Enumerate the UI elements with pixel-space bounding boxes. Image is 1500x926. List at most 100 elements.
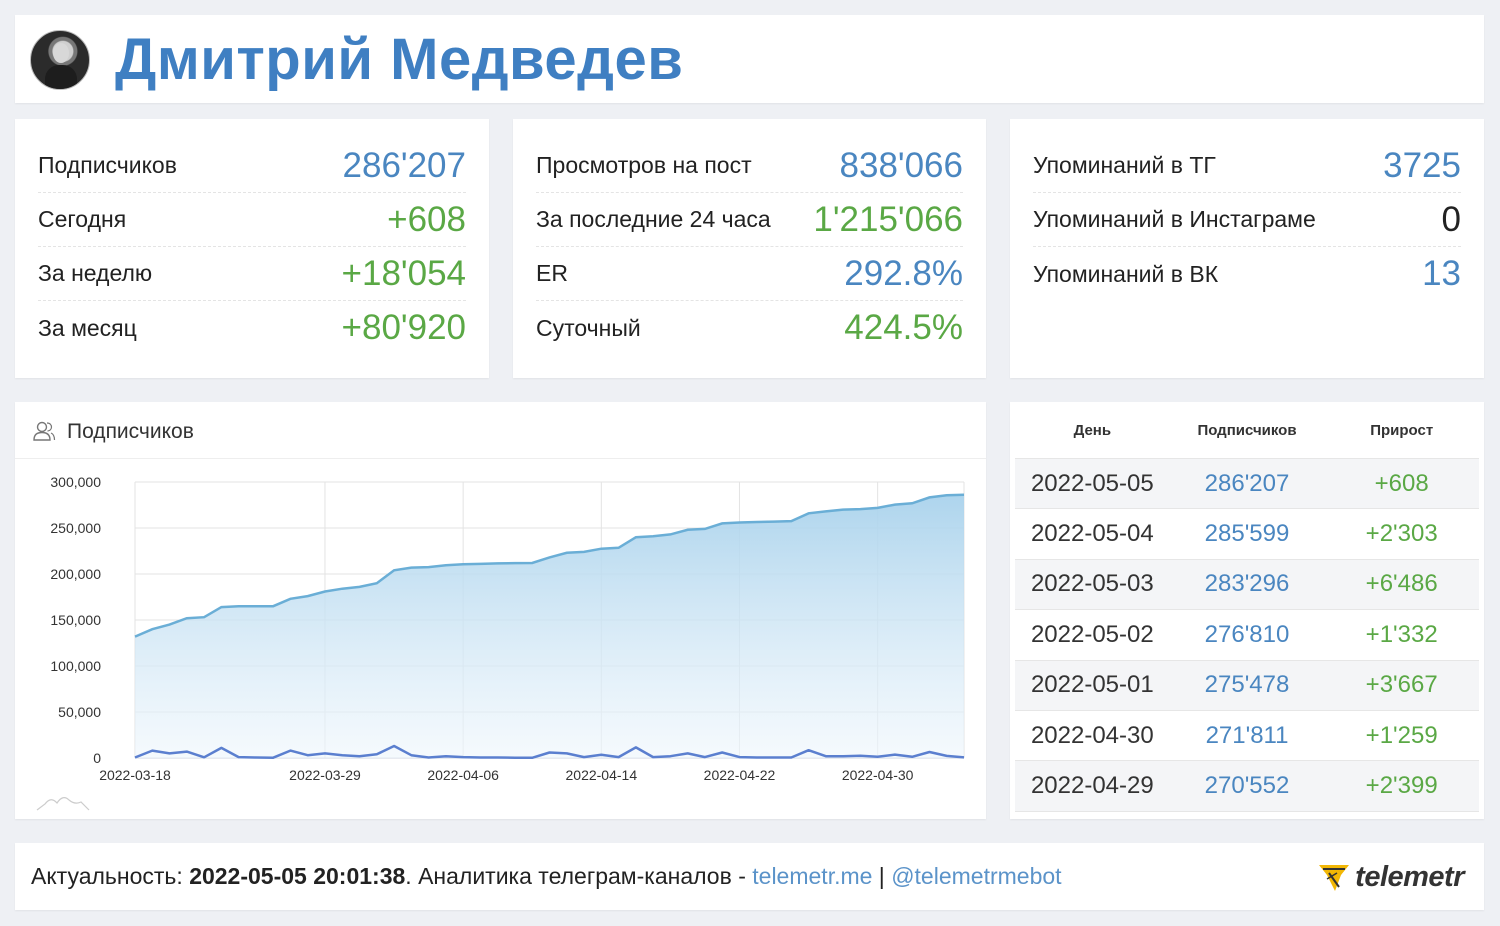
stat-row-er: ER 292.8%	[536, 247, 963, 301]
table-row: 2022-05-02 276'810 +1'332	[1015, 610, 1479, 661]
stat-label: Упоминаний в ТГ	[1033, 152, 1216, 178]
footer-site-link[interactable]: telemetr.me	[752, 863, 873, 889]
stat-row-mentions-tg: Упоминаний в ТГ 3725	[1033, 139, 1461, 193]
stat-label: Упоминаний в ВК	[1033, 260, 1219, 287]
table-row: 2022-05-03 283'296 +6'486	[1015, 559, 1479, 611]
table-row: 2022-04-29 270'552 +2'399	[1015, 761, 1479, 812]
x-tick-label: 2022-04-06	[427, 767, 499, 783]
users-icon	[33, 421, 56, 441]
x-tick-label: 2022-03-18	[99, 767, 171, 783]
telemetr-logo[interactable]: telemetr	[1317, 861, 1464, 894]
table-cell-subscribers: 285'599	[1204, 520, 1290, 548]
stat-label: ER	[536, 260, 568, 286]
stat-value: 286'207	[342, 145, 466, 185]
table-cell-day: 2022-05-02	[1030, 620, 1154, 648]
table-cell-day: 2022-04-30	[1030, 721, 1154, 749]
daily-subscribers-table: День Подписчиков Прирост 2022-05-05 286'2…	[1010, 402, 1484, 819]
growth-series-line	[134, 744, 965, 760]
table-cell-subscribers: 283'296	[1204, 570, 1290, 598]
stat-row-views-per-post: Просмотров на пост 838'066	[536, 139, 963, 193]
stat-value: 0	[1441, 199, 1461, 239]
table-row: 2022-05-05 286'207 +608	[1015, 459, 1479, 510]
subscribers-stats-card: Подписчиков 286'207 Сегодня +608 За неде…	[15, 119, 489, 378]
table-cell-day: 2022-05-03	[1030, 570, 1154, 598]
stat-label: За неделю	[38, 260, 153, 286]
table-cell-subscribers: 270'552	[1204, 772, 1290, 800]
subscribers-chart-panel: Подписчиков 0 50,000 100,000 150,000 200,000…	[15, 402, 986, 819]
y-tick-label: 0	[93, 750, 101, 766]
stat-value: +80'920	[341, 308, 466, 347]
footer-separator: |	[872, 863, 892, 889]
table-body: 2022-05-05 286'207 +608 2022-05-04 285'599 +2…	[1015, 459, 1479, 812]
stat-row-mentions-instagram: Упоминаний в Инстаграме 0	[1033, 193, 1461, 247]
column-header-growth[interactable]: Прирост	[1370, 421, 1434, 439]
stat-row-last-24h: За последние 24 часа 1'215'066	[536, 193, 963, 247]
chart-title: Подписчиков	[67, 420, 194, 443]
table-cell-subscribers: 276'810	[1204, 620, 1290, 648]
chart-header: Подписчиков	[15, 402, 986, 459]
stat-label: Просмотров на пост	[536, 152, 752, 178]
stat-value: +608	[387, 199, 466, 239]
column-header-day[interactable]: День	[1073, 421, 1112, 439]
stat-value: 838'066	[839, 145, 963, 185]
footer-timestamp: 2022-05-05 20:01:38	[189, 863, 406, 889]
table-cell-subscribers: 275'478	[1204, 671, 1290, 699]
navigator-sparkline-icon	[36, 797, 90, 811]
x-tick-label: 2022-04-22	[704, 767, 776, 783]
stat-value: 3725	[1383, 145, 1461, 185]
x-tick-label: 2022-03-29	[289, 767, 361, 783]
stat-value: 292.8%	[844, 253, 963, 293]
footer-prefix: Актуальность:	[31, 863, 190, 889]
stat-row-subscribers: Подписчиков 286'207	[38, 139, 466, 193]
footer-middle: . Аналитика телеграм-каналов -	[405, 863, 753, 889]
table-row: 2022-05-04 285'599 +2'303	[1015, 509, 1479, 560]
channel-title: Дмитрий Медведев	[115, 27, 684, 92]
telemetr-logo-icon	[1319, 864, 1350, 891]
channel-header: Дмитрий Медведев	[15, 15, 1484, 103]
table-row: 2022-04-30 271'811 +1'259	[1015, 711, 1479, 762]
table-cell-subscribers: 271'811	[1205, 721, 1289, 749]
y-tick-label: 50,000	[58, 704, 101, 720]
stat-label: Подписчиков	[38, 152, 177, 178]
telemetr-logo-text: telemetr	[1355, 861, 1464, 893]
stat-row-month: За месяц +80'920	[38, 301, 466, 355]
stat-value: +18'054	[341, 253, 466, 293]
y-tick-label: 300,000	[50, 474, 101, 490]
stat-row-daily-er: Суточный 424.5%	[536, 301, 963, 355]
channel-avatar	[30, 30, 90, 90]
table-cell-growth: +1'259	[1365, 721, 1438, 749]
table-cell-day: 2022-05-04	[1030, 520, 1154, 548]
stat-label: Сегодня	[38, 206, 127, 232]
stat-label: За последние 24 часа	[536, 206, 771, 232]
subscribers-area-fill	[135, 494, 964, 758]
table-cell-growth: +1'332	[1365, 620, 1438, 648]
x-tick-label: 2022-04-30	[842, 767, 914, 783]
stat-label: За месяц	[38, 314, 137, 341]
stat-row-mentions-vk: Упоминаний в ВК 13	[1033, 247, 1461, 301]
table-cell-growth: +6'486	[1365, 570, 1438, 598]
x-tick-label: 2022-04-14	[566, 767, 638, 783]
stat-value: 13	[1422, 254, 1461, 293]
subscribers-area-chart[interactable]: 0 50,000 100,000 150,000 200,000 250,000 300,0…	[15, 460, 986, 819]
stat-label: Упоминаний в Инстаграме	[1033, 206, 1316, 232]
table-cell-day: 2022-05-05	[1030, 469, 1154, 497]
mentions-stats-card: Упоминаний в ТГ 3725 Упоминаний в Инстаг…	[1010, 119, 1484, 378]
table-cell-subscribers: 286'207	[1204, 469, 1290, 497]
subscribers-series-line	[134, 493, 965, 638]
table-cell-growth: +3'667	[1365, 671, 1438, 699]
stat-value: 424.5%	[844, 308, 963, 347]
y-tick-label: 150,000	[50, 612, 101, 628]
table-row: 2022-05-01 275'478 +3'667	[1015, 660, 1479, 711]
table-cell-growth: +2'303	[1365, 520, 1438, 548]
views-stats-card: Просмотров на пост 838'066 За последние …	[513, 119, 986, 378]
stat-row-week: За неделю +18'054	[38, 247, 466, 301]
stat-label: Суточный	[536, 314, 641, 341]
column-header-subscribers[interactable]: Подписчиков	[1197, 421, 1297, 439]
footer-text: Актуальность: 2022-05-05 20:01:38. Анали…	[31, 863, 1062, 890]
table-header: День Подписчиков Прирост	[1015, 402, 1479, 459]
footer-bot-link[interactable]: @telemetrmebot	[891, 863, 1062, 889]
stat-row-today: Сегодня +608	[38, 193, 466, 247]
y-tick-label: 250,000	[50, 520, 101, 536]
y-tick-label: 100,000	[50, 658, 101, 674]
table-cell-day: 2022-05-01	[1030, 671, 1154, 699]
